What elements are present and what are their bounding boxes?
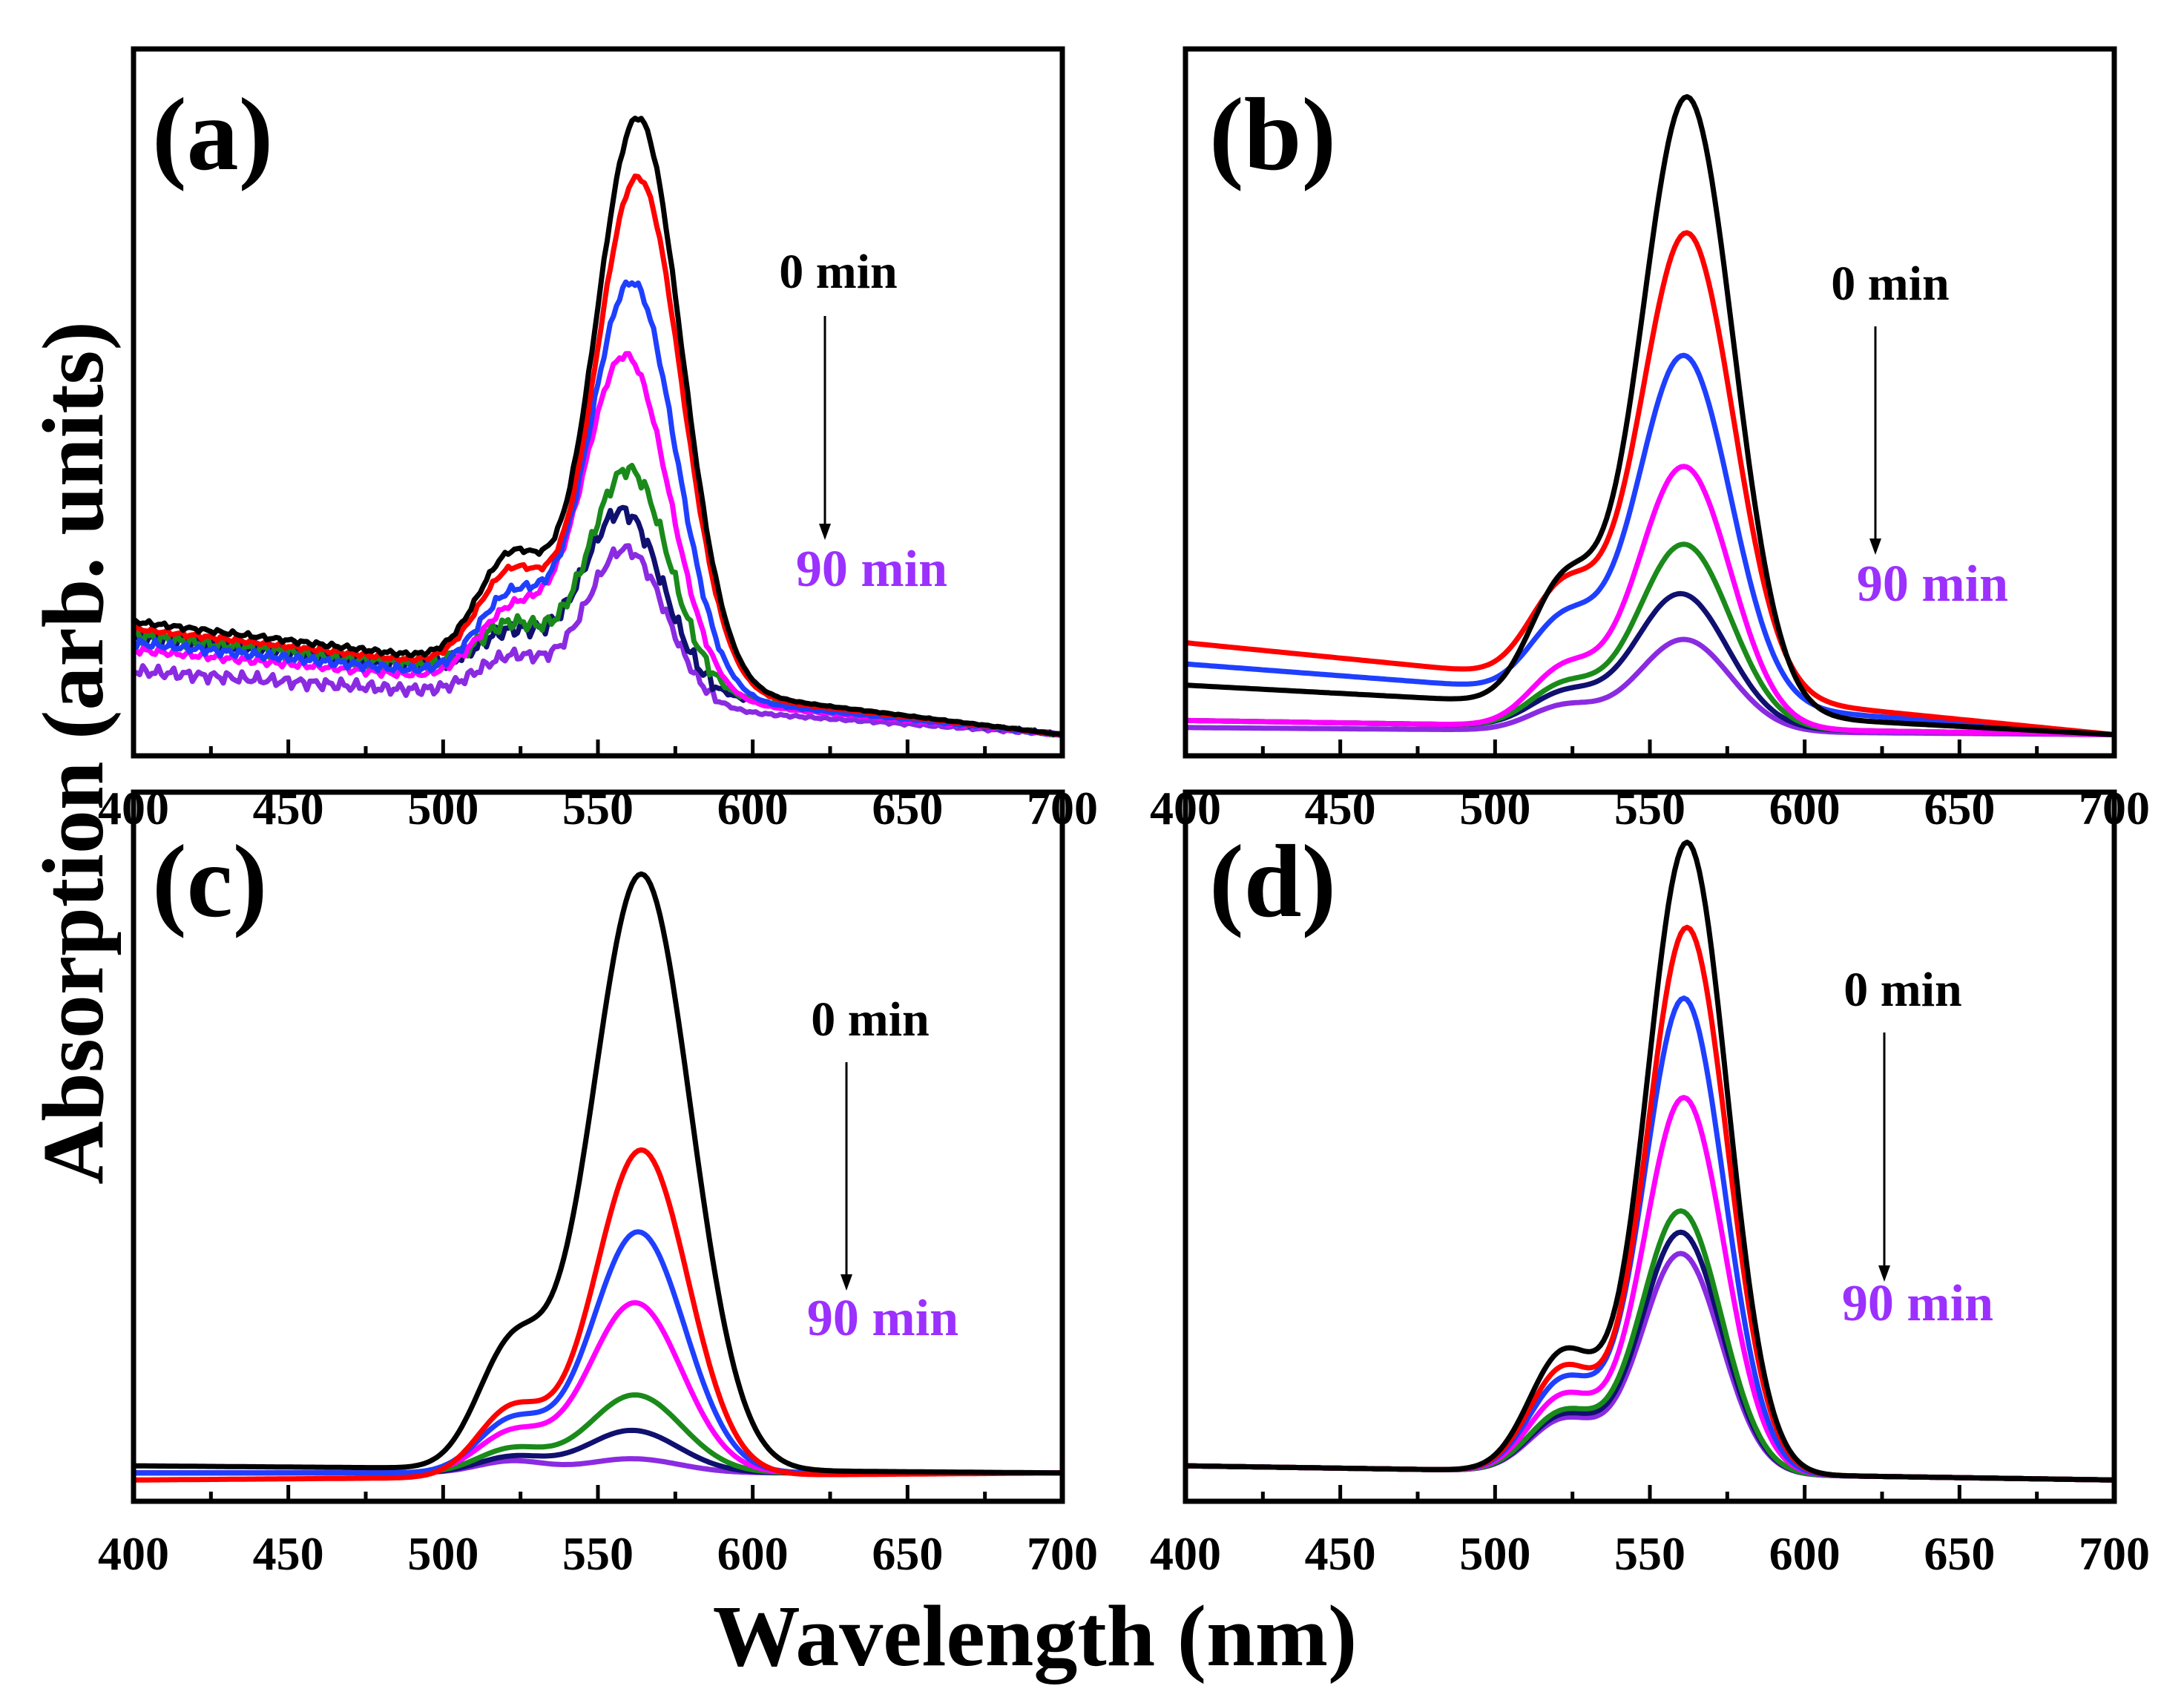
x-tick-label: 450	[253, 1527, 324, 1580]
x-tick-label: 450	[1305, 1527, 1376, 1580]
annotation-end: 90 min	[1857, 556, 2008, 613]
series-line-5	[1185, 1208, 2114, 1483]
series-line-1	[134, 115, 1062, 738]
series-group	[1185, 93, 2114, 737]
time-arrow-head-icon	[819, 524, 831, 540]
annotation-start: 0 min	[811, 992, 930, 1047]
x-tick-label: 700	[1027, 1527, 1098, 1580]
x-tick-label: 500	[407, 1527, 478, 1580]
series-group	[134, 871, 1062, 1483]
x-tick-label: 550	[562, 1527, 634, 1580]
x-tick-label: 500	[1459, 1527, 1530, 1580]
series-line-1	[1185, 840, 2114, 1483]
x-tick-label: 550	[1614, 1527, 1685, 1580]
series-group	[1185, 840, 2114, 1483]
time-arrow-head-icon	[1869, 539, 1881, 555]
plot-frame	[131, 789, 1065, 1504]
series-line-1	[1185, 93, 2114, 737]
panel-label: (a)	[152, 77, 273, 192]
x-tick-label: 600	[1769, 1527, 1841, 1580]
series-line-5	[134, 463, 1062, 738]
series-line-3	[1185, 352, 2114, 737]
x-tick-label: 600	[717, 1527, 789, 1580]
series-line-1	[134, 871, 1062, 1476]
x-tick-label: 700	[2079, 1527, 2150, 1580]
panel-label: (c)	[152, 824, 267, 939]
series-line-6	[1185, 590, 2114, 737]
annotation-end: 90 min	[796, 541, 947, 598]
panel-label: (b)	[1209, 77, 1336, 192]
series-line-4	[1185, 464, 2114, 737]
y-axis-label: Absorption (arb. units)	[24, 321, 122, 1185]
time-arrow-head-icon	[1878, 1265, 1890, 1282]
annotation-start: 0 min	[1843, 963, 1962, 1017]
panel-c: 400 450 500 550 600 650 700 (c) 0 min 90 min	[98, 789, 1098, 1580]
series-line-7	[134, 543, 1062, 738]
series-group	[134, 115, 1062, 738]
time-arrow-head-icon	[841, 1274, 852, 1291]
panel-label: (d)	[1209, 824, 1336, 939]
series-line-2	[1185, 230, 2114, 737]
annotation-end: 90 min	[1842, 1275, 1993, 1332]
x-tick-label: 400	[1150, 1527, 1221, 1580]
panels-group: 400 450 500 550 600 650 700 (a) 0 min 90 min 400 45…	[98, 46, 2150, 1580]
annotation-start: 0 min	[779, 245, 898, 299]
x-tick-label: 650	[1924, 1527, 1995, 1580]
x-tick-label: 650	[872, 1527, 943, 1580]
annotation-end: 90 min	[807, 1290, 958, 1347]
x-axis-label: Wavelength (nm)	[713, 1587, 1358, 1684]
annotation-start: 0 min	[1831, 257, 1950, 311]
panel-d: 400 450 500 550 600 650 700 (d) 0 min 90 min	[1150, 789, 2150, 1580]
x-tick-label: 400	[98, 1527, 169, 1580]
